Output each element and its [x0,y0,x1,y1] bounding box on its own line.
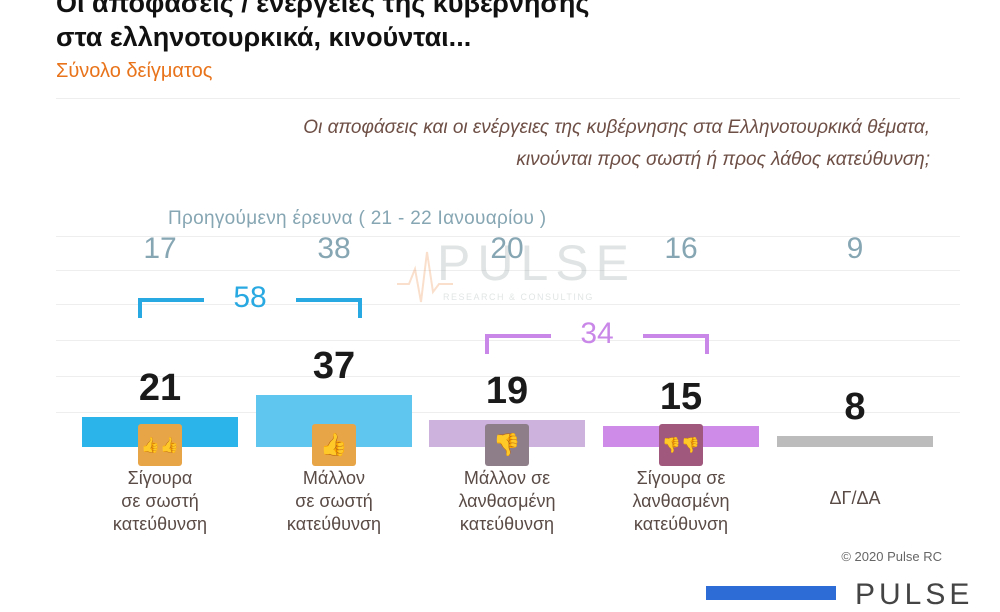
category-label-line: Μάλλον σε [463,468,551,488]
watermark-tagline: RESEARCH & CONSULTING [443,292,594,302]
category-label: Σίγουρα σε λανθασμένη κατεύθυνση [596,467,766,536]
group-total-label: 34 [580,317,614,350]
previous-survey-value: 17 [143,232,177,265]
title-line-2: στα ελληνοτουρκικά, κινούνται... [56,22,472,52]
previous-survey-value: 9 [846,232,864,265]
thumbs-up-icon: 👍 [312,424,356,466]
bracket-tick [705,334,709,354]
grid-line [56,236,960,237]
grid-line [56,304,960,305]
double-thumbs-up-icon: 👍👍 [138,424,182,466]
category-label-line: σε σωστή [295,491,373,511]
group-total-label: 58 [233,281,267,314]
category-label-line: Μάλλον [302,468,366,488]
bracket-line [485,334,551,338]
previous-survey-value: 38 [317,232,351,265]
bar [777,435,933,447]
data-label: 37 [312,345,356,387]
grid-line [56,98,960,99]
category-label: Σίγουρα σε σωστή κατεύθυνση [75,467,245,536]
category-label-line: σε σωστή [121,491,199,511]
category-label-line: κατεύθυνση [459,514,555,534]
category-label: Μάλλον σε σωστή κατεύθυνση [249,467,419,536]
category-label-line: Σίγουρα [127,468,193,488]
grid-line [56,412,960,413]
double-thumbs-down-icon: 👎👎 [659,424,703,466]
previous-survey-caption: Προηγούμενη έρευνα ( 21 - 22 Ιανουαρίου … [168,208,547,229]
category-label-line: κατεύθυνση [286,514,382,534]
question-line-2: κινούνται προς σωστή ή προς λάθος κατεύθ… [516,149,930,170]
grid-line [56,270,960,271]
data-label: 15 [659,375,703,418]
bracket-line [296,298,362,302]
question-line-1: Οι αποφάσεις και οι ενέργειες της κυβέρν… [303,117,930,138]
group-bracket [485,334,709,354]
category-label: ΔΓ/ΔΑ [770,487,940,510]
grid-line [56,376,960,377]
category-label-line: κατεύθυνση [112,514,208,534]
footer-logo: PULSE [855,578,974,611]
pulse-watermark: PULSE RESEARCH & CONSULTING [395,234,635,314]
survey-question: Οι αποφάσεις και οι ενέργειες της κυβέρν… [303,112,930,176]
category-label-line: κατεύθυνση [633,514,729,534]
bracket-line [138,298,204,302]
title-line-1: Οι αποφάσεις / ενέργειες της κυβέρνησης [56,0,590,18]
category-label-line: ΔΓ/ΔΑ [829,488,881,508]
page-title: Οι αποφάσεις / ενέργειες της κυβέρνησης … [56,0,589,54]
data-label: 19 [485,370,529,413]
category-label-line: Σίγουρα σε [636,468,726,488]
thumbs-down-icon: 👎 [485,424,529,466]
copyright-text: © 2020 Pulse RC [841,549,942,564]
category-label-line: λανθασμένη [632,491,730,511]
data-label: 21 [138,367,182,410]
category-label: Μάλλον σε λανθασμένη κατεύθυνση [422,467,592,536]
grid-line [56,340,960,341]
previous-survey-value: 16 [664,232,698,265]
bracket-tick [358,298,362,318]
bracket-tick [485,334,489,354]
group-bracket [138,298,362,318]
previous-survey-value: 20 [490,232,524,265]
bracket-tick [138,298,142,318]
category-label-line: λανθασμένη [458,491,556,511]
footer-logo-bar [706,586,836,600]
chart-subtitle: Σύνολο δείγματος [56,60,213,82]
pulse-wave-icon [397,251,453,303]
bracket-line [643,334,709,338]
watermark-name: PULSE [437,235,636,291]
data-label: 8 [844,385,866,428]
